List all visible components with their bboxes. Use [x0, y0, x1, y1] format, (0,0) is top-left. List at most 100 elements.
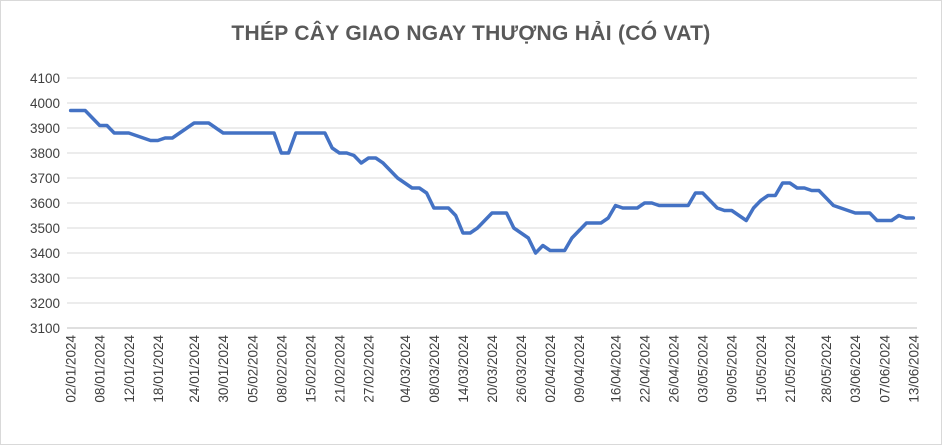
data-point [120, 131, 123, 135]
data-point [185, 126, 189, 130]
x-tick-label: 15/02/2024 [303, 335, 318, 403]
data-point [207, 121, 210, 125]
data-point [657, 204, 661, 207]
x-tick-label: 15/05/2024 [754, 335, 769, 403]
x-tick-label: 14/03/2024 [456, 335, 471, 403]
data-point [745, 219, 748, 222]
data-point [795, 186, 799, 190]
x-tick-label: 08/01/2024 [93, 335, 108, 403]
y-tick-label: 3400 [30, 246, 60, 261]
data-point [76, 109, 80, 112]
data-point [483, 219, 486, 222]
data-point [134, 134, 138, 137]
y-tick-label: 3200 [30, 296, 60, 311]
data-point [447, 206, 450, 210]
x-tick-label: 07/06/2024 [877, 335, 892, 403]
x-tick-label: 26/04/2024 [667, 335, 682, 403]
data-point [788, 181, 792, 185]
data-point [265, 131, 268, 135]
data-point [294, 131, 298, 135]
data-point [548, 249, 552, 252]
data-point [803, 186, 806, 190]
x-tick-label: 18/01/2024 [151, 335, 166, 403]
data-point [454, 214, 457, 217]
x-tick-label: 13/06/2024 [906, 335, 921, 403]
data-point [752, 206, 755, 210]
data-point [374, 156, 377, 160]
data-point [570, 236, 574, 240]
data-point [214, 126, 218, 130]
data-point [498, 211, 501, 215]
x-tick-label: 16/04/2024 [609, 335, 624, 403]
data-point [156, 139, 160, 142]
data-point [243, 131, 247, 135]
gridlines [67, 77, 917, 329]
data-point [861, 211, 864, 215]
data-point [556, 249, 559, 252]
data-point [650, 201, 654, 205]
data-point [316, 131, 319, 135]
x-tick-label: 08/02/2024 [274, 335, 289, 403]
x-tick-label: 03/06/2024 [848, 335, 863, 403]
x-tick-label: 05/02/2024 [245, 335, 260, 403]
data-point [505, 211, 508, 215]
data-point [890, 219, 893, 222]
data-point [897, 214, 901, 217]
data-point [301, 131, 305, 135]
data-point [519, 231, 523, 235]
data-point [200, 121, 203, 125]
data-point [701, 191, 704, 195]
data-point [621, 206, 624, 210]
data-point [628, 206, 632, 210]
data-point [105, 124, 109, 127]
x-tick-label: 21/05/2024 [783, 335, 798, 403]
data-point [396, 176, 399, 180]
data-point [832, 204, 835, 207]
data-point [113, 131, 116, 135]
data-point [236, 131, 239, 135]
data-point [824, 196, 828, 200]
data-point [178, 131, 181, 135]
data-point [98, 124, 101, 127]
data-point [461, 231, 465, 235]
x-tick-label: 22/04/2024 [638, 335, 653, 403]
data-point [912, 216, 915, 220]
data-point [272, 131, 276, 135]
data-point [389, 169, 392, 172]
data-point [251, 131, 254, 135]
data-point [665, 204, 668, 207]
data-point [599, 221, 603, 225]
data-point [868, 211, 871, 215]
data-point [614, 204, 617, 207]
data-point [229, 131, 232, 135]
data-point [817, 189, 821, 192]
data-point [904, 216, 908, 220]
y-tick-label: 3100 [30, 321, 60, 336]
data-point [192, 121, 196, 125]
data-point [527, 236, 530, 240]
data-point [476, 226, 479, 230]
data-point [643, 201, 646, 205]
x-tick-label: 21/02/2024 [332, 335, 347, 403]
data-point [149, 139, 152, 142]
x-tick-label: 24/01/2024 [187, 335, 202, 403]
data-point [716, 206, 719, 210]
data-point [577, 229, 581, 232]
x-tick-label: 09/05/2024 [725, 335, 740, 403]
x-tick-label: 12/01/2024 [122, 335, 137, 403]
data-point [607, 216, 610, 220]
data-point [432, 206, 436, 210]
data-point [563, 249, 566, 252]
x-tick-label: 28/05/2024 [819, 335, 834, 403]
data-point [418, 186, 421, 190]
data-point [280, 151, 283, 155]
chart-title: THÉP CÂY GIAO NGAY THƯỢNG HẢI (CÓ VAT) [231, 22, 711, 45]
data-point [345, 151, 348, 155]
x-tick-label: 09/04/2024 [572, 335, 587, 403]
data-point [469, 231, 472, 235]
data-point [766, 194, 770, 197]
y-tick-label: 3600 [30, 196, 60, 211]
data-point [592, 221, 595, 225]
data-point [737, 214, 741, 217]
data-point [69, 109, 72, 112]
